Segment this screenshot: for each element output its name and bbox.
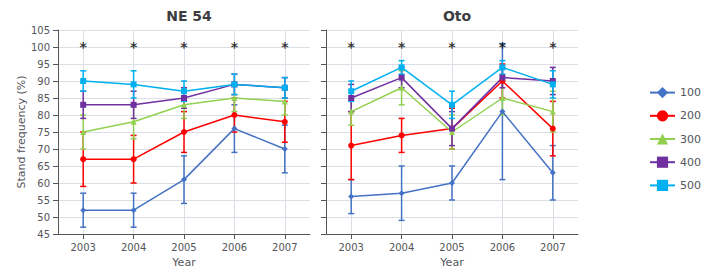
svg-text:*: * (130, 39, 138, 55)
svg-text:75: 75 (37, 127, 50, 138)
svg-text:55: 55 (37, 195, 50, 206)
svg-text:2003: 2003 (70, 242, 95, 253)
svg-text:*: * (549, 39, 557, 55)
svg-text:80: 80 (37, 110, 50, 121)
svg-text:2005: 2005 (439, 242, 464, 253)
svg-text:NE 54: NE 54 (166, 8, 212, 24)
svg-text:300: 300 (680, 133, 701, 146)
svg-text:2006: 2006 (222, 242, 247, 253)
svg-text:2006: 2006 (490, 242, 515, 253)
svg-text:60: 60 (37, 178, 50, 189)
svg-text:100: 100 (680, 86, 701, 99)
svg-text:200: 200 (680, 109, 701, 122)
svg-text:*: * (180, 39, 188, 55)
svg-text:500: 500 (680, 179, 701, 192)
svg-text:*: * (80, 39, 88, 55)
svg-text:90: 90 (37, 76, 50, 87)
svg-text:65: 65 (37, 161, 50, 172)
svg-text:Stand frequency (%): Stand frequency (%) (15, 75, 28, 188)
svg-text:*: * (281, 39, 289, 55)
svg-text:*: * (448, 39, 456, 55)
svg-text:Year: Year (171, 256, 196, 269)
svg-text:Year: Year (439, 256, 464, 269)
svg-text:2005: 2005 (171, 242, 196, 253)
svg-text:45: 45 (37, 229, 50, 240)
svg-text:*: * (348, 39, 356, 55)
svg-text:95: 95 (37, 59, 50, 70)
svg-text:400: 400 (680, 156, 701, 169)
svg-text:100: 100 (31, 42, 50, 53)
svg-text:2004: 2004 (121, 242, 146, 253)
svg-text:2007: 2007 (272, 242, 297, 253)
svg-text:2007: 2007 (540, 242, 565, 253)
svg-text:Oto: Oto (443, 8, 472, 24)
svg-text:50: 50 (37, 212, 50, 223)
svg-text:*: * (231, 39, 239, 55)
svg-text:*: * (398, 39, 406, 55)
svg-text:70: 70 (37, 144, 50, 155)
svg-text:85: 85 (37, 93, 50, 104)
svg-text:*: * (499, 39, 507, 55)
svg-text:2004: 2004 (389, 242, 414, 253)
svg-text:105: 105 (31, 25, 50, 36)
svg-text:2003: 2003 (338, 242, 363, 253)
